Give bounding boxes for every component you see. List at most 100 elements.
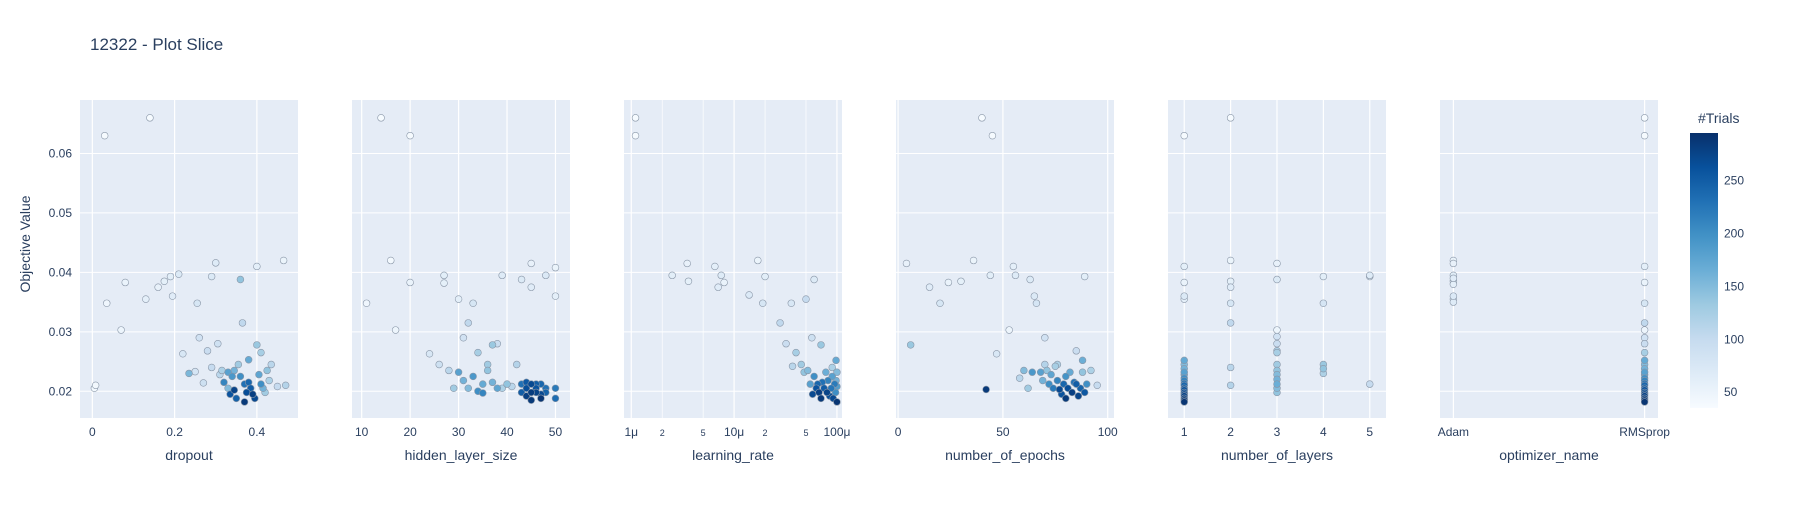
data-point [469, 372, 477, 381]
data-point [228, 372, 236, 381]
data-point [232, 394, 241, 403]
data-point [154, 283, 162, 291]
data-point [711, 262, 719, 271]
data-point [273, 382, 282, 391]
data-point [257, 380, 265, 388]
data-point [440, 279, 448, 287]
data-point [817, 341, 825, 349]
data-point [792, 348, 800, 357]
x-tick-label: 10μ [724, 425, 744, 439]
data-point [527, 259, 535, 268]
y-tick-label: 0.05 [49, 206, 73, 220]
x-tick-label: 0 [89, 425, 96, 439]
x-tick-label: 5 [1366, 425, 1373, 439]
data-point [234, 360, 243, 369]
data-point [1226, 283, 1235, 291]
data-point [1072, 347, 1080, 355]
data-point [1180, 356, 1188, 365]
data-point [474, 348, 482, 357]
data-point [1180, 131, 1188, 140]
data-point [1640, 278, 1649, 287]
data-point [1449, 259, 1458, 268]
panel-number-of-epochs: 0 50 100 number_of_epochs [895, 100, 1118, 463]
data-point [242, 388, 251, 397]
data-point [1640, 319, 1649, 327]
data-point [406, 131, 414, 140]
data-point [175, 270, 183, 278]
data-point [822, 368, 830, 376]
data-point [166, 272, 175, 281]
data-point [230, 386, 238, 394]
x-tick-label: 40 [500, 425, 514, 439]
data-point [1020, 366, 1028, 375]
data-point [969, 256, 978, 265]
x-tick-label: 1μ [624, 425, 638, 439]
data-point [1074, 392, 1083, 400]
data-point [1180, 262, 1188, 271]
data-point [714, 283, 722, 291]
data-point [1078, 368, 1087, 376]
colorbar-title: #Trials [1698, 110, 1740, 126]
data-point [542, 271, 550, 280]
data-point [817, 394, 825, 403]
data-point [806, 380, 814, 388]
y-tick-label: 0.03 [49, 325, 73, 339]
data-point [1319, 272, 1328, 281]
y-tick-label: 0.06 [49, 146, 73, 160]
data-point [1273, 380, 1281, 388]
data-point [1640, 348, 1649, 357]
data-point [832, 356, 840, 365]
data-point [982, 385, 990, 394]
data-point [459, 376, 468, 385]
data-point [1273, 340, 1281, 348]
data-point [103, 299, 111, 307]
data-point [906, 341, 915, 349]
data-point [263, 366, 271, 375]
data-point [91, 381, 100, 390]
data-point [218, 366, 226, 375]
data-point [464, 384, 472, 392]
data-point [1055, 385, 1064, 394]
data-point [214, 340, 222, 348]
x-tick-label: 10 [355, 425, 369, 439]
data-point [459, 334, 468, 342]
data-point [1273, 348, 1281, 357]
data-point [513, 360, 521, 369]
data-point [1028, 368, 1036, 376]
x-tick-label: 3 [1274, 425, 1281, 439]
data-point [551, 263, 560, 272]
data-point [454, 368, 463, 376]
data-point [720, 278, 728, 287]
data-point [551, 292, 560, 300]
chart-title: 12322 - Plot Slice [90, 35, 223, 54]
data-point [193, 299, 201, 307]
data-point [1366, 271, 1374, 280]
data-point [808, 334, 816, 342]
data-point [1053, 376, 1062, 385]
data-point [238, 319, 247, 327]
y-axis-label: Objective Value [17, 195, 33, 292]
panel-optimizer-name: Adam RMSprop optimizer_name [1438, 100, 1670, 463]
data-point [207, 272, 216, 281]
data-point [1062, 372, 1070, 381]
data-point [1024, 384, 1032, 392]
data-point [787, 299, 796, 307]
data-point [406, 278, 414, 287]
x-tick-label: 30 [452, 425, 466, 439]
data-point [527, 380, 535, 388]
data-point [537, 394, 545, 403]
x-axis-label: number_of_layers [1221, 447, 1333, 463]
colorbar-tick-label: 200 [1724, 226, 1744, 240]
data-point [1273, 275, 1281, 284]
data-point [1047, 370, 1055, 379]
x-tick-label: 5 [803, 428, 808, 438]
data-point [925, 283, 934, 291]
data-point [1273, 332, 1281, 341]
data-point [503, 380, 511, 388]
data-point [179, 350, 187, 358]
panel-hidden-layer-size: 10 20 30 40 50 hidden_layer_size [352, 100, 570, 463]
data-point [902, 259, 911, 268]
x-tick-label: 5 [701, 428, 706, 438]
data-point [479, 389, 487, 397]
data-point [212, 259, 220, 267]
